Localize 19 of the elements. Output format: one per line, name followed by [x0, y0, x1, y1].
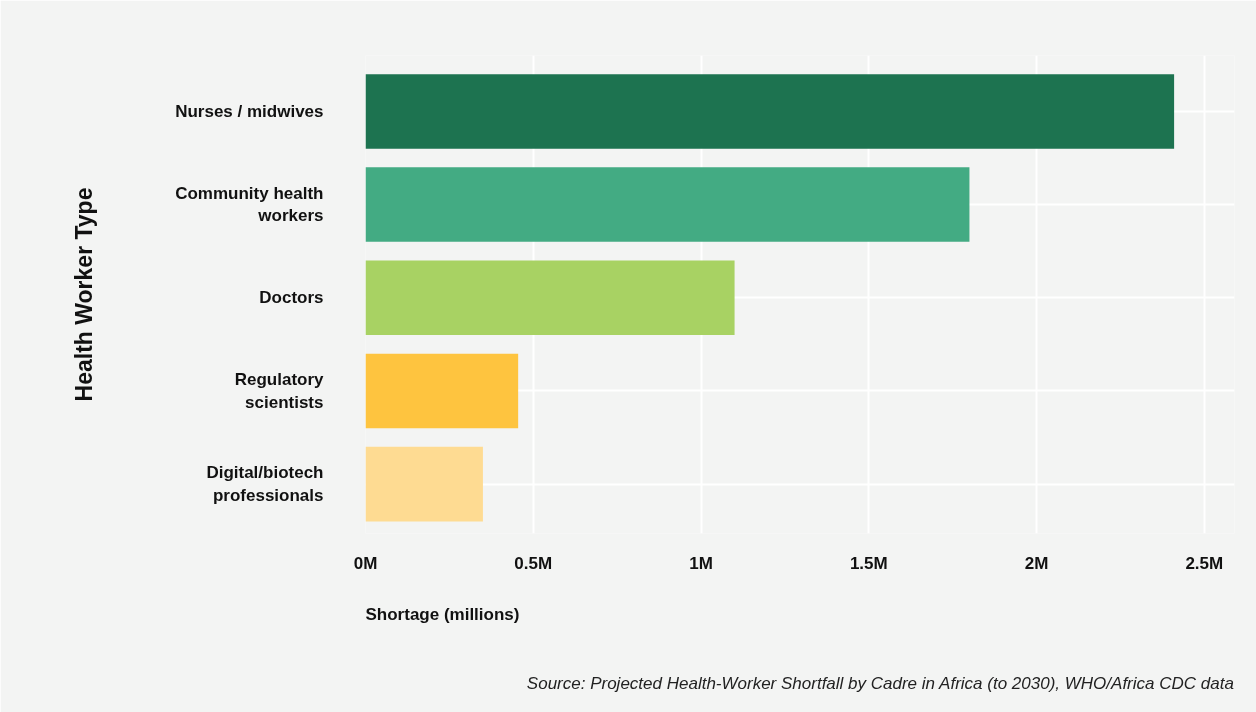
x-tick-label: 0.5M — [514, 553, 553, 573]
x-axis-title: Shortage (millions) — [365, 605, 520, 624]
y-tick-label: Doctors — [259, 288, 324, 308]
x-tick-label: 2.5M — [1185, 553, 1224, 573]
y-tick-label: Regulatory scientists — [234, 370, 325, 412]
x-tick-label: 0M — [353, 553, 378, 573]
x-tick-label: 1.5M — [849, 553, 888, 573]
y-tick-label: Community health workers — [175, 183, 324, 226]
x-tick-label: 2M — [1024, 553, 1049, 573]
bar — [365, 446, 483, 522]
bar — [365, 353, 519, 429]
y-tick-label: Nurses / midwives — [175, 101, 324, 121]
x-tick-label: 1M — [689, 553, 713, 573]
y-tick-label: Digital/biotech professionals — [206, 463, 324, 506]
y-axis-title: Health Worker Type — [71, 187, 98, 402]
bar — [365, 167, 970, 242]
bar — [365, 260, 735, 336]
source-note: Source: Projected Health-Worker Shortfall by Cadre in Africa (to 2030), WHO/Africa CDC data — [526, 673, 1234, 693]
bar — [365, 74, 1175, 149]
